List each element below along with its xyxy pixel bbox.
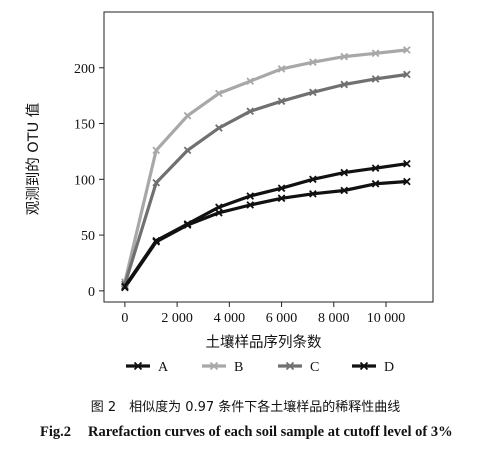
x-tick-label: 0 xyxy=(121,311,128,326)
x-axis-label: 土壤样品序列条数 xyxy=(206,333,322,351)
data-point xyxy=(359,361,369,371)
x-tick-label: 4 000 xyxy=(214,311,246,326)
data-point xyxy=(309,189,317,198)
data-point xyxy=(403,177,411,186)
series-d xyxy=(121,159,411,291)
legend: A B C D xyxy=(126,360,394,375)
data-point xyxy=(246,107,255,116)
data-point xyxy=(133,361,143,371)
data-point xyxy=(340,52,349,61)
y-tick-label: 100 xyxy=(74,173,95,188)
data-point xyxy=(183,146,192,155)
data-point xyxy=(215,124,223,132)
legend-item-a: A xyxy=(126,360,169,375)
figure-caption-english: Fig.2 Rarefaction curves of each soil sam… xyxy=(40,422,480,442)
series-c xyxy=(121,70,411,288)
data-point xyxy=(371,75,380,83)
y-tick-label: 200 xyxy=(74,62,95,77)
data-point xyxy=(246,77,255,85)
series-b xyxy=(121,46,411,286)
data-point xyxy=(121,282,129,291)
data-point xyxy=(277,97,286,106)
figure-caption-text: Rarefaction curves of each soil sample a… xyxy=(88,424,453,440)
data-point xyxy=(309,58,317,67)
x-tick-label: 2 000 xyxy=(161,311,193,326)
data-point xyxy=(309,88,317,97)
data-point xyxy=(215,89,223,98)
data-point xyxy=(209,361,219,371)
data-point xyxy=(403,159,411,168)
data-point xyxy=(277,65,286,73)
figure-label: Fig.2 xyxy=(40,424,72,440)
data-point xyxy=(371,179,380,188)
data-point xyxy=(215,203,223,212)
data-point xyxy=(371,164,380,172)
data-point xyxy=(277,184,286,193)
legend-label: D xyxy=(384,360,394,375)
data-point xyxy=(277,194,286,203)
data-point xyxy=(340,186,349,195)
y-tick-label: 50 xyxy=(81,229,95,244)
data-point xyxy=(340,168,349,177)
legend-label: C xyxy=(310,360,319,375)
plot-frame xyxy=(103,11,434,303)
x-tick-label: 6 000 xyxy=(266,311,298,326)
x-tick-label: 8 000 xyxy=(318,311,350,326)
data-point xyxy=(403,70,411,79)
figure-caption-chinese: 图 2 相似度为 0.97 条件下各土壤样品的稀释性曲线 xyxy=(90,400,401,415)
legend-item-b: B xyxy=(202,360,243,375)
data-point xyxy=(183,220,192,228)
x-tick-label: 10 000 xyxy=(367,311,406,326)
data-point xyxy=(309,175,317,184)
data-point xyxy=(246,201,255,209)
y-tick-label: 150 xyxy=(74,118,95,133)
data-point xyxy=(340,80,349,89)
series-line xyxy=(123,72,408,285)
legend-label: B xyxy=(234,360,243,375)
plot-series xyxy=(121,46,411,292)
data-point xyxy=(183,111,192,120)
data-point xyxy=(215,208,223,217)
series-line xyxy=(123,48,408,283)
data-point xyxy=(152,178,161,187)
data-point xyxy=(152,146,161,155)
series-line xyxy=(123,162,408,288)
data-point xyxy=(246,192,255,200)
legend-item-c: C xyxy=(278,360,319,375)
data-point xyxy=(285,361,295,371)
data-point xyxy=(403,46,411,54)
data-point xyxy=(152,236,161,245)
axes: 0 2 000 4 000 6 000 8 000 10 000 0 50 100 150 200 土… xyxy=(25,11,434,351)
legend-item-d: D xyxy=(352,360,394,375)
legend-label: A xyxy=(158,360,169,375)
data-point xyxy=(371,49,380,58)
y-axis-label: 观测到的 OTU 值 xyxy=(25,103,42,216)
y-tick-label: 0 xyxy=(88,285,95,300)
